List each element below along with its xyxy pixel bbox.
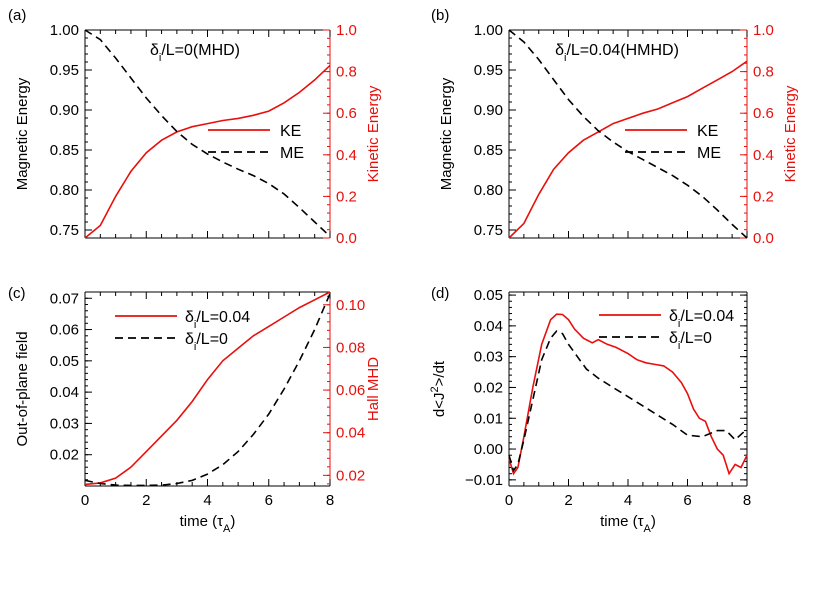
legend-label: δi/L=0.04: [185, 309, 250, 331]
y-tick-label-right: 0.8: [753, 64, 774, 81]
y-tick-label-left: 0.02: [50, 447, 79, 464]
panel-b: (b) 0.75 0.80 0.85 0.90 0.95 1.00 0.0 0.2 0.4 0.6 0…: [431, 7, 799, 247]
y-tick-label-left: 0.00: [474, 441, 503, 458]
y-axis-label-left: Magnetic Energy: [438, 77, 455, 190]
series-line-solid: [84, 291, 331, 486]
y-tick-label-left: 1.00: [474, 22, 503, 39]
y-tick-label-left: −0.01: [465, 472, 503, 489]
chart-title: δi/L=0.04(HMHD): [555, 42, 679, 64]
series-line-solid: [508, 60, 748, 239]
y-tick-label-right: 0.4: [336, 147, 357, 164]
series-line-dashed: [508, 330, 748, 473]
chart-title: δi/L=0(MHD): [150, 42, 240, 64]
y-axis-label-right: Kinetic Energy: [782, 85, 799, 182]
y-tick-label-left: 0.02: [474, 379, 503, 396]
series-line-solid: [508, 313, 748, 476]
legend-label: KE: [280, 123, 301, 140]
y-tick-label-right: 1.0: [336, 22, 357, 39]
y-tick-label-left: 0.06: [50, 322, 79, 339]
y-axis-label-left: d<J2>/dt: [429, 360, 448, 417]
panel-label: (d): [431, 285, 449, 302]
series-line-solid: [84, 64, 331, 239]
y-tick-label-right: 0.10: [336, 297, 365, 314]
legend-label: ME: [280, 145, 304, 162]
y-tick-label-right: 0.02: [336, 467, 365, 484]
y-axis-label-right: Hall MHD: [365, 357, 382, 421]
y-tick-label-right: 0.0: [336, 230, 357, 247]
panel-d: (d) 0 2 4 6 8 time (τA) −0.01 0.00 0.01 0.02 0.03 0.…: [429, 285, 751, 535]
y-tick-label-left: 0.90: [50, 102, 79, 119]
y-tick-label-right: 0.04: [336, 425, 365, 442]
y-tick-label-right: 0.0: [753, 230, 774, 247]
y-tick-label-left: 0.95: [50, 62, 79, 79]
y-tick-label-left: 0.90: [474, 102, 503, 119]
y-tick-label-left: 0.05: [474, 287, 503, 304]
x-tick-label: 4: [203, 492, 211, 509]
x-tick-label: 2: [564, 492, 572, 509]
panel-label: (a): [8, 7, 26, 24]
y-tick-label-left: 0.85: [474, 142, 503, 159]
x-tick-label: 8: [743, 492, 751, 509]
y-tick-label-right: 0.08: [336, 339, 365, 356]
x-axis-label: time (τA): [180, 513, 236, 535]
y-tick-label-left: 0.75: [474, 222, 503, 239]
legend-label: δi/L=0.04: [669, 308, 734, 330]
y-tick-label-right: 0.2: [753, 188, 774, 205]
y-tick-label-left: 0.05: [50, 353, 79, 370]
x-tick-label: 4: [624, 492, 632, 509]
y-tick-label-right: 0.2: [336, 188, 357, 205]
y-tick-label-right: 1.0: [753, 22, 774, 39]
y-tick-label-right: 0.6: [336, 105, 357, 122]
x-axis-label: time (τA): [600, 513, 656, 535]
y-tick-label-left: 0.04: [474, 318, 503, 335]
x-tick-label: 2: [142, 492, 150, 509]
y-axis-label-right: Kinetic Energy: [365, 85, 382, 182]
series-line-dashed: [84, 29, 331, 237]
legend-label: KE: [697, 123, 718, 140]
y-tick-label-right: 0.6: [753, 105, 774, 122]
y-axis-label-left: Out-of-plane field: [14, 331, 31, 446]
legend-label: δi/L=0: [185, 331, 228, 353]
panel-label: (b): [431, 7, 449, 24]
y-tick-label-left: 1.00: [50, 22, 79, 39]
x-tick-label: 6: [683, 492, 691, 509]
y-tick-label-left: 0.07: [50, 290, 79, 307]
series-line-dashed: [84, 293, 331, 487]
panel-label: (c): [8, 285, 26, 302]
y-tick-label-left: 0.80: [50, 182, 79, 199]
y-tick-label-left: 0.85: [50, 142, 79, 159]
y-tick-label-left: 0.04: [50, 384, 79, 401]
panel-a: (a) 0.75 0.80 0.85 0.90 0.95 1.00 0.0 0.2 0.4 0.6 0…: [8, 7, 382, 247]
panel-c: (c) 0 2 4 6 8 time (τA) 0.02 0.03 0.04 0.05 0.06 0.0…: [8, 285, 382, 535]
x-tick-label: 0: [81, 492, 89, 509]
y-tick-label-right: 0.4: [753, 147, 774, 164]
legend-label: δi/L=0: [669, 330, 712, 352]
y-tick-label-left: 0.03: [474, 349, 503, 366]
y-tick-label-left: 0.01: [474, 410, 503, 427]
y-tick-label-left: 0.95: [474, 62, 503, 79]
x-tick-label: 0: [505, 492, 513, 509]
legend-label: ME: [697, 145, 721, 162]
y-tick-label-left: 0.75: [50, 222, 79, 239]
y-tick-label-right: 0.8: [336, 64, 357, 81]
y-tick-label-left: 0.80: [474, 182, 503, 199]
x-tick-label: 8: [326, 492, 334, 509]
y-tick-label-left: 0.03: [50, 415, 79, 432]
y-tick-label-right: 0.06: [336, 382, 365, 399]
x-tick-label: 6: [265, 492, 273, 509]
y-axis-label-left: Magnetic Energy: [14, 77, 31, 190]
